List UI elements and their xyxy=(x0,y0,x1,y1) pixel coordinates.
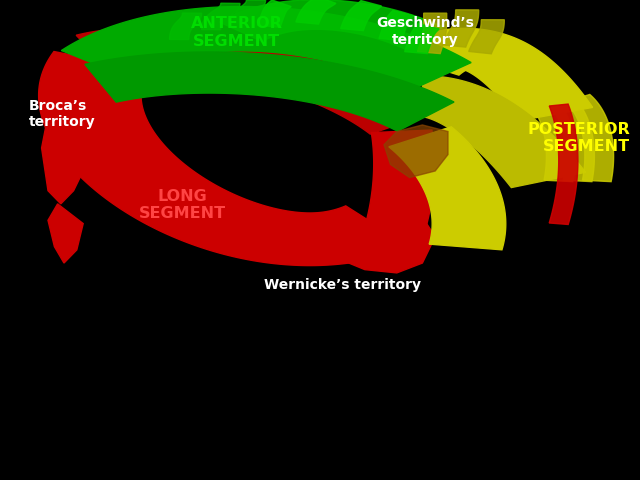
Polygon shape xyxy=(384,125,448,178)
Polygon shape xyxy=(422,76,586,188)
Polygon shape xyxy=(549,104,578,225)
Polygon shape xyxy=(48,204,83,263)
Text: ANTERIOR
SEGMENT: ANTERIOR SEGMENT xyxy=(191,16,283,49)
Polygon shape xyxy=(170,13,202,39)
Polygon shape xyxy=(527,95,575,181)
Polygon shape xyxy=(468,20,504,54)
Polygon shape xyxy=(202,3,240,30)
Polygon shape xyxy=(320,210,435,273)
Text: POSTERIOR
SEGMENT: POSTERIOR SEGMENT xyxy=(527,121,630,154)
Polygon shape xyxy=(417,13,447,54)
Polygon shape xyxy=(389,127,506,250)
Polygon shape xyxy=(220,0,444,49)
Polygon shape xyxy=(390,28,593,121)
Polygon shape xyxy=(257,0,291,27)
Text: Geschwind’s
territory: Geschwind’s territory xyxy=(377,16,474,47)
Polygon shape xyxy=(359,130,435,250)
Polygon shape xyxy=(404,24,439,54)
Polygon shape xyxy=(234,0,266,23)
Polygon shape xyxy=(565,95,614,181)
Polygon shape xyxy=(42,53,112,204)
Polygon shape xyxy=(443,10,479,47)
Text: Routes between Broca’s and Wernicke’s Areas in the human
brain: A direct path (r: Routes between Broca’s and Wernicke’s Ar… xyxy=(16,339,471,433)
Polygon shape xyxy=(296,0,336,24)
Polygon shape xyxy=(61,7,471,92)
Polygon shape xyxy=(546,95,595,181)
Polygon shape xyxy=(85,52,454,131)
Polygon shape xyxy=(379,11,413,40)
Text: Wernicke’s territory: Wernicke’s territory xyxy=(264,278,421,292)
Text: LONG
SEGMENT: LONG SEGMENT xyxy=(139,189,226,221)
Polygon shape xyxy=(76,28,434,134)
Polygon shape xyxy=(340,0,381,31)
Polygon shape xyxy=(38,51,410,265)
Text: Broca’s
territory: Broca’s territory xyxy=(29,99,95,129)
